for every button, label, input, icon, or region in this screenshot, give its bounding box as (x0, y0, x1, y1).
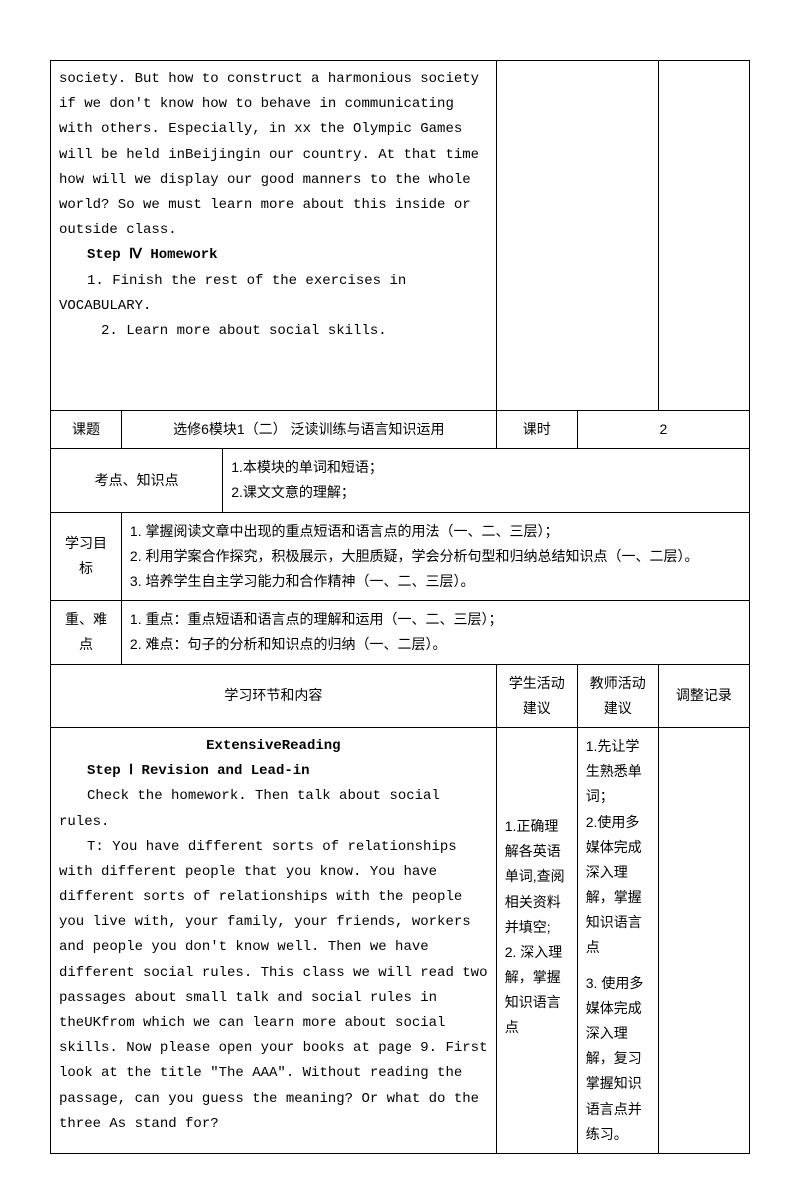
top-content-row: society. But how to construct a harmonio… (51, 61, 750, 411)
keti-label: 课题 (51, 411, 122, 449)
homework-2: 2. Learn more about social skills. (59, 319, 488, 344)
section-header-row: 学习环节和内容 学生活动建议 教师活动建议 调整记录 (51, 664, 750, 727)
kaodian-line1: 1.本模块的单词和短语； (231, 455, 741, 480)
main-p2: T: You have different sorts of relations… (59, 835, 488, 1137)
nandian-line2: 2. 难点：句子的分析和知识点的归纳（一、二层）。 (130, 632, 741, 657)
nandian-line1: 1. 重点：重点短语和语言点的理解和运用（一、二、三层）； (130, 607, 741, 632)
kaodian-content: 1.本模块的单词和短语； 2.课文文意的理解； (223, 449, 750, 512)
student-l1: 1.正确理解各英语单词,查阅相关资料并填空; (505, 814, 569, 940)
teacher-l3: 3. 使用多媒体完成深入理解，复习掌握知识语言点并练习。 (586, 971, 650, 1147)
top-col-3 (658, 61, 749, 411)
lesson-plan-table: society. But how to construct a harmonio… (50, 60, 750, 1154)
student-l2: 2. 深入理解，掌握知识语言点 (505, 940, 569, 1041)
homework-1: 1. Finish the rest of the exercises in V… (59, 269, 488, 319)
nandian-label: 重、难点 (51, 601, 122, 664)
hdr-teacher: 教师活动建议 (577, 664, 658, 727)
mubiao-row: 学习目标 1. 掌握阅读文章中出现的重点短语和语言点的用法（一、二、三层）； 2… (51, 512, 750, 601)
kaodian-label: 考点、知识点 (51, 449, 223, 512)
main-p1: Check the homework. Then talk about soci… (59, 784, 488, 834)
lesson-plan-page: society. But how to construct a harmonio… (0, 0, 800, 1194)
kaodian-row: 考点、知识点 1.本模块的单词和短语； 2.课文文意的理解； (51, 449, 750, 512)
nandian-row: 重、难点 1. 重点：重点短语和语言点的理解和运用（一、二、三层）； 2. 难点… (51, 601, 750, 664)
teacher-l1: 1.先让学生熟悉单词； (586, 734, 650, 810)
extensive-reading-title: ExtensiveReading (59, 734, 488, 759)
adjust-record-cell (658, 727, 749, 1153)
step4-header: Step Ⅳ Homework (59, 243, 488, 268)
mubiao-line2: 2. 利用学案合作探究，积极展示，大胆质疑，学会分析句型和归纳总结知识点（一、二… (130, 544, 741, 569)
society-paragraph: society. But how to construct a harmonio… (59, 67, 488, 243)
main-content-cell: ExtensiveReading Step Ⅰ Revision and Lea… (51, 727, 497, 1153)
kaodian-line2: 2.课文文意的理解； (231, 480, 741, 505)
main-content-row: ExtensiveReading Step Ⅰ Revision and Lea… (51, 727, 750, 1153)
nandian-content: 1. 重点：重点短语和语言点的理解和运用（一、二、三层）； 2. 难点：句子的分… (121, 601, 749, 664)
mubiao-line3: 3. 培养学生自主学习能力和合作精神（一、二、三层）。 (130, 569, 741, 594)
mubiao-content: 1. 掌握阅读文章中出现的重点短语和语言点的用法（一、二、三层）； 2. 利用学… (121, 512, 749, 601)
teacher-l2: 2.使用多媒体完成深入理解，掌握知识语言点 (586, 810, 650, 961)
keti-title: 选修6模块1（二） 泛读训练与语言知识运用 (121, 411, 496, 449)
hdr-student: 学生活动建议 (496, 664, 577, 727)
hdr-adjust: 调整记录 (658, 664, 749, 727)
hdr-content: 学习环节和内容 (51, 664, 497, 727)
keshi-value: 2 (577, 411, 749, 449)
previous-lesson-content: society. But how to construct a harmonio… (51, 61, 497, 411)
teacher-activity-cell: 1.先让学生熟悉单词； 2.使用多媒体完成深入理解，掌握知识语言点 3. 使用多… (577, 727, 658, 1153)
mubiao-line1: 1. 掌握阅读文章中出现的重点短语和语言点的用法（一、二、三层）； (130, 519, 741, 544)
keshi-label: 课时 (496, 411, 577, 449)
top-col-2 (496, 61, 658, 411)
mubiao-label: 学习目标 (51, 512, 122, 601)
keti-row: 课题 选修6模块1（二） 泛读训练与语言知识运用 课时 2 (51, 411, 750, 449)
step1-header: Step Ⅰ Revision and Lead-in (59, 759, 488, 784)
student-activity-cell: 1.正确理解各英语单词,查阅相关资料并填空; 2. 深入理解，掌握知识语言点 (496, 727, 577, 1153)
